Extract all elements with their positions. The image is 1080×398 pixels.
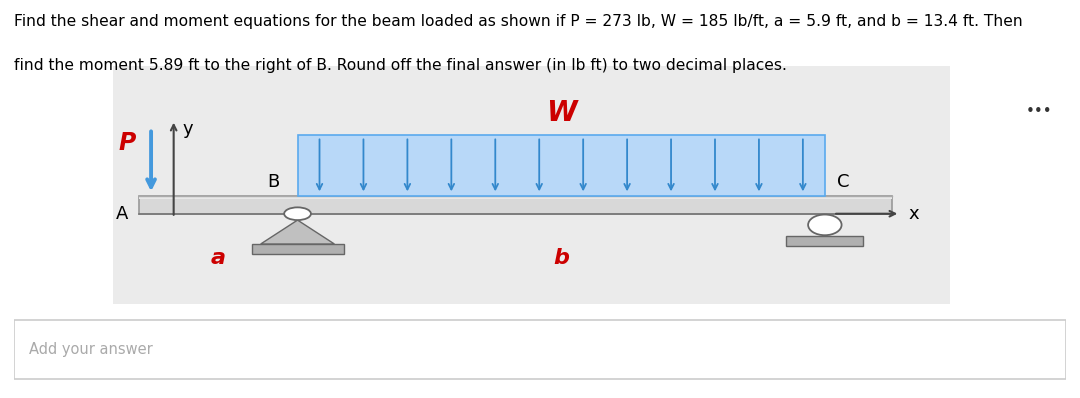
Polygon shape bbox=[113, 66, 950, 304]
Circle shape bbox=[284, 207, 311, 220]
Polygon shape bbox=[786, 236, 863, 246]
Text: P: P bbox=[119, 131, 136, 154]
Text: Add your answer: Add your answer bbox=[29, 342, 152, 357]
Text: y: y bbox=[183, 120, 192, 138]
Ellipse shape bbox=[808, 215, 841, 235]
Text: C: C bbox=[837, 174, 850, 191]
Polygon shape bbox=[298, 135, 825, 196]
Text: Find the shear and moment equations for the beam loaded as shown if P = 273 lb, : Find the shear and moment equations for … bbox=[14, 14, 1023, 29]
Text: b: b bbox=[553, 248, 569, 267]
Text: x: x bbox=[908, 205, 919, 223]
Text: find the moment 5.89 ft to the right of B. Round off the final answer (in lb ft): find the moment 5.89 ft to the right of … bbox=[14, 58, 787, 73]
Text: a: a bbox=[211, 248, 226, 267]
Polygon shape bbox=[138, 196, 892, 199]
Text: A: A bbox=[116, 205, 129, 223]
Polygon shape bbox=[260, 220, 335, 244]
Polygon shape bbox=[252, 244, 343, 254]
Text: •••: ••• bbox=[1026, 104, 1052, 119]
FancyBboxPatch shape bbox=[14, 320, 1066, 379]
Text: W: W bbox=[545, 100, 577, 127]
Polygon shape bbox=[138, 196, 892, 214]
Text: B: B bbox=[267, 174, 279, 191]
